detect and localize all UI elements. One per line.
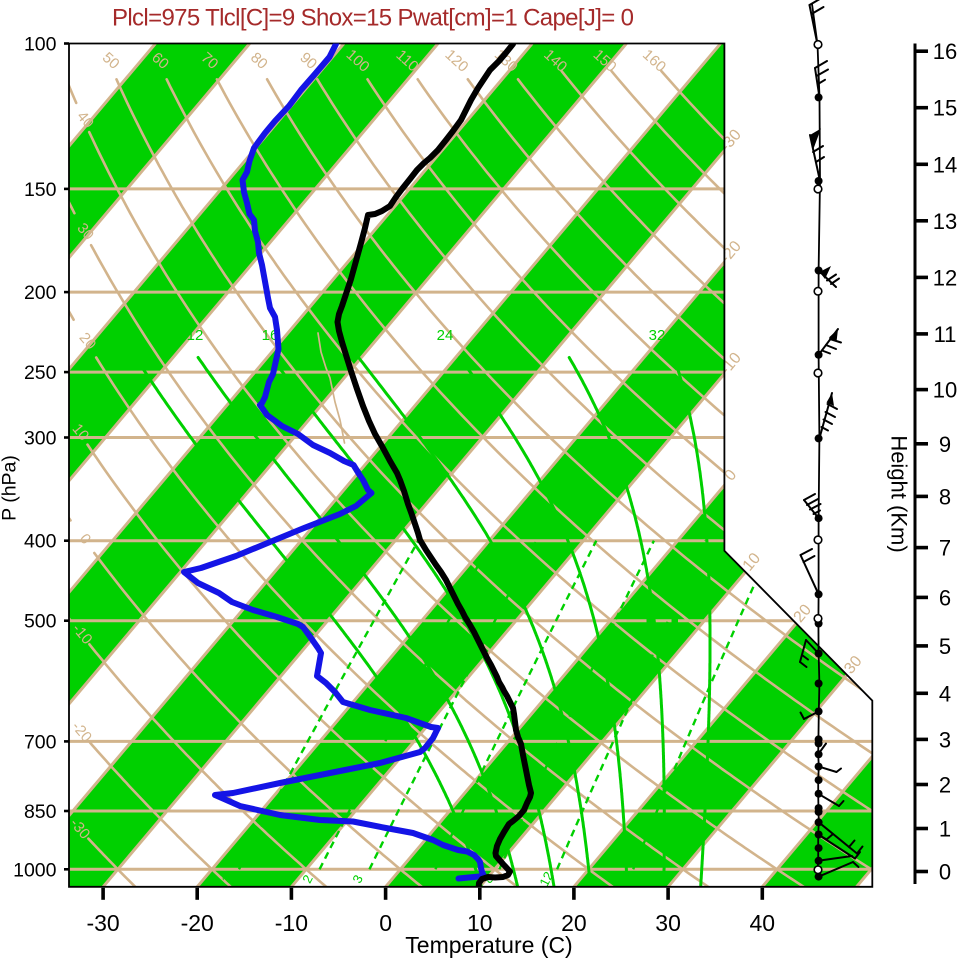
svg-text:10: 10 (933, 378, 957, 403)
svg-text:-10: -10 (275, 910, 308, 936)
svg-text:12: 12 (187, 327, 204, 344)
svg-text:7: 7 (939, 536, 951, 561)
svg-text:5: 5 (939, 634, 951, 659)
svg-text:500: 500 (24, 611, 57, 633)
svg-text:12: 12 (933, 265, 957, 290)
svg-text:20: 20 (613, 869, 633, 889)
svg-text:700: 700 (24, 731, 57, 753)
svg-text:0: 0 (379, 910, 392, 936)
svg-text:1000: 1000 (13, 859, 57, 881)
svg-text:4: 4 (939, 681, 951, 706)
svg-text:40: 40 (750, 910, 776, 936)
svg-text:8: 8 (939, 484, 951, 509)
svg-text:0: 0 (939, 860, 951, 885)
svg-text:250: 250 (24, 362, 57, 384)
svg-text:-20: -20 (181, 910, 214, 936)
svg-text:200: 200 (24, 282, 57, 304)
svg-text:1: 1 (939, 817, 951, 842)
svg-text:P (hPa): P (hPa) (0, 455, 21, 521)
svg-text:14: 14 (933, 152, 957, 177)
svg-text:32: 32 (649, 327, 666, 344)
svg-text:15: 15 (933, 96, 957, 121)
svg-text:300: 300 (24, 428, 57, 450)
svg-text:13: 13 (933, 209, 957, 234)
svg-text:6: 6 (939, 585, 951, 610)
svg-text:2: 2 (939, 773, 951, 798)
svg-text:Temperature (C): Temperature (C) (405, 932, 572, 958)
svg-text:20: 20 (561, 910, 587, 936)
svg-text:16: 16 (933, 39, 957, 64)
svg-text:11: 11 (934, 322, 957, 347)
svg-text:400: 400 (24, 531, 57, 553)
svg-text:12: 12 (536, 869, 556, 889)
svg-text:20: 20 (344, 327, 361, 344)
svg-text:Height (Km): Height (Km) (887, 435, 912, 552)
svg-text:100: 100 (24, 34, 57, 56)
svg-text:30: 30 (655, 910, 681, 936)
svg-text:150: 150 (24, 179, 57, 201)
svg-text:850: 850 (24, 801, 57, 823)
svg-text:Plcl=975 Tlcl[C]=9 Shox=15 Pwa: Plcl=975 Tlcl[C]=9 Shox=15 Pwat[cm]=1 Ca… (112, 5, 634, 32)
svg-text:3: 3 (939, 727, 951, 752)
svg-text:10: 10 (467, 910, 493, 936)
svg-text:9: 9 (939, 432, 951, 457)
svg-text:24: 24 (437, 327, 454, 344)
svg-text:-30: -30 (86, 910, 119, 936)
